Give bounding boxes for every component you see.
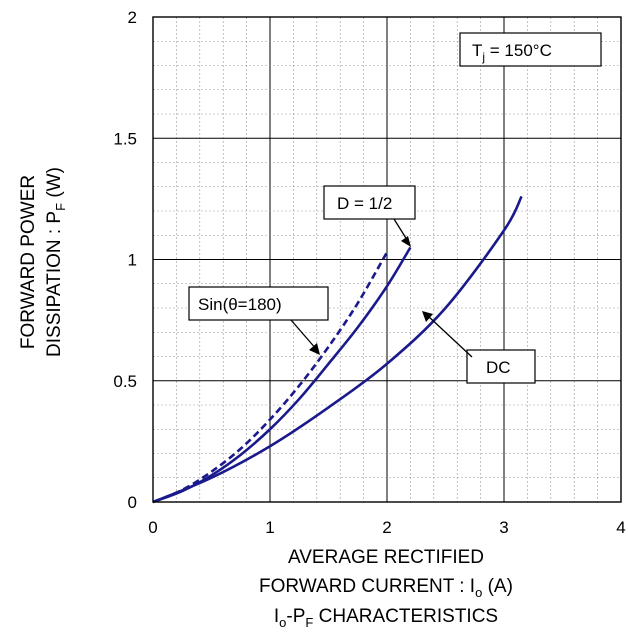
chart-caption: Io-PF CHARACTERISTICS — [274, 606, 498, 630]
x-axis-title: AVERAGE RECTIFIED FORWARD CURRENT : Io (… — [259, 547, 513, 600]
y-axis-title-sub: F — [53, 203, 68, 211]
y-axis-title-line2: DISSIPATION : PF (W) — [44, 167, 68, 357]
y-axis-title-line1: FORWARD POWER — [18, 175, 39, 349]
label-dc: DC — [422, 311, 536, 384]
y-tick-label: 0 — [128, 493, 137, 512]
y-axis-title-unit: (W) — [44, 167, 65, 203]
y-axis-title-main: DISSIPATION : P — [44, 211, 65, 357]
x-tick-label: 2 — [382, 518, 391, 537]
x-tick-label: 3 — [499, 518, 508, 537]
x-axis-title-sub: o — [475, 585, 482, 600]
series-line-dc — [152, 195, 523, 504]
tj-sub: j — [481, 50, 485, 64]
tj-annotation: Tj = 150°C — [459, 32, 602, 67]
caption-main: I — [274, 606, 279, 627]
series-line-sin-180 — [152, 251, 389, 504]
y-axis-title: FORWARD POWER DISSIPATION : PF (W) — [18, 167, 68, 357]
series-group — [152, 195, 523, 504]
x-axis-title-unit: (A) — [482, 576, 513, 597]
x-axis-title-line2: FORWARD CURRENT : Io (A) — [259, 576, 513, 600]
y-tick-label: 2 — [128, 8, 137, 27]
x-axis-title-line1: AVERAGE RECTIFIED — [288, 547, 484, 568]
label-dc-text: DC — [486, 358, 511, 377]
label-d-half: D = 1/2 — [323, 185, 416, 247]
x-tick-label: 1 — [265, 518, 274, 537]
caption-dash: -P — [286, 606, 305, 627]
x-tick-label: 0 — [148, 518, 157, 537]
svg-text:Tj = 150°C: Tj = 150°C — [472, 41, 552, 64]
caption-sub-f: F — [305, 615, 313, 630]
grid — [153, 17, 621, 502]
x-axis-title-main: FORWARD CURRENT : I — [259, 576, 475, 597]
y-tick-label: 1 — [128, 251, 137, 270]
caption-sub-o: o — [279, 615, 286, 630]
y-tick-label: 0.5 — [113, 372, 137, 391]
y-tick-label: 1.5 — [113, 129, 137, 148]
tick-labels: 0 1 2 3 4 0 0.5 1 1.5 2 — [113, 8, 625, 537]
label-sin-text: Sin(θ=180) — [198, 295, 282, 314]
plot-frame — [152, 16, 622, 503]
tj-rest: = 150°C — [485, 41, 552, 60]
tj-main: T — [472, 41, 482, 60]
label-d-half-text: D = 1/2 — [337, 194, 392, 213]
x-tick-label: 4 — [616, 518, 625, 537]
label-sin: Sin(θ=180) — [188, 286, 329, 355]
caption-rest: CHARACTERISTICS — [313, 606, 498, 627]
